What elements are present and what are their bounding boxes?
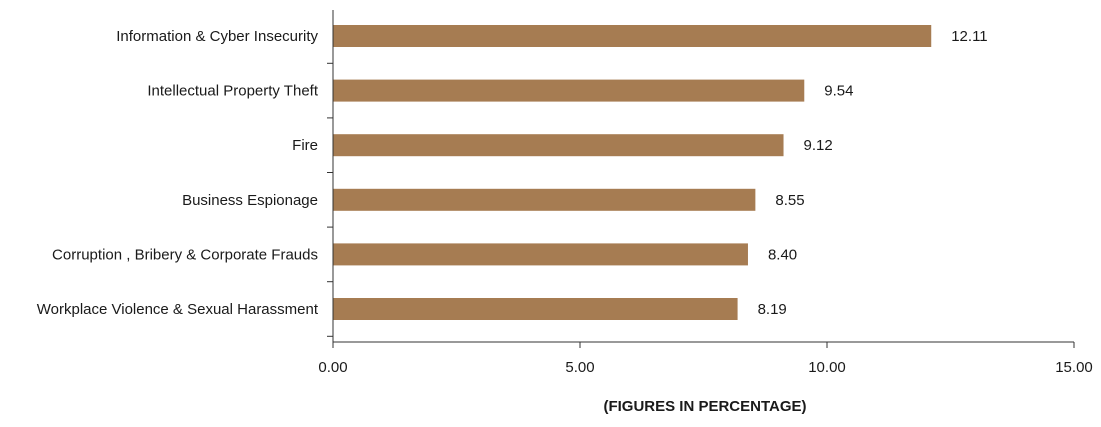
- x-tick-label-2: 10.00: [808, 359, 846, 376]
- category-label-2: Fire: [292, 137, 318, 154]
- value-label-1: 9.54: [824, 83, 853, 100]
- bars-layer: [333, 25, 932, 320]
- x-tick-label-0: 0.00: [318, 359, 347, 376]
- bar-2: [333, 134, 784, 157]
- x-tick-label-1: 5.00: [565, 359, 594, 376]
- value-label-2: 9.12: [804, 137, 833, 154]
- category-label-1: Intellectual Property Theft: [147, 83, 318, 100]
- x-axis-title: (FIGURES IN PERCENTAGE): [603, 398, 806, 415]
- axes-layer: [327, 10, 1075, 348]
- value-label-5: 8.19: [758, 301, 787, 318]
- x-tick-label-3: 15.00: [1055, 359, 1093, 376]
- value-label-0: 12.11: [951, 28, 987, 45]
- bar-1: [333, 79, 805, 102]
- bar-3: [333, 188, 756, 211]
- category-label-4: Corruption , Bribery & Corporate Frauds: [52, 246, 318, 263]
- bar-0: [333, 25, 932, 47]
- value-label-3: 8.55: [775, 192, 804, 209]
- bar-4: [333, 243, 748, 266]
- category-label-5: Workplace Violence & Sexual Harassment: [37, 301, 319, 318]
- labels-layer: Information & Cyber Insecurity 12.11 Intel…: [37, 28, 1093, 376]
- category-label-0: Information & Cyber Insecurity: [116, 28, 318, 45]
- value-label-4: 8.40: [768, 246, 797, 263]
- bar-5: [333, 298, 738, 320]
- category-label-3: Business Espionage: [182, 192, 318, 209]
